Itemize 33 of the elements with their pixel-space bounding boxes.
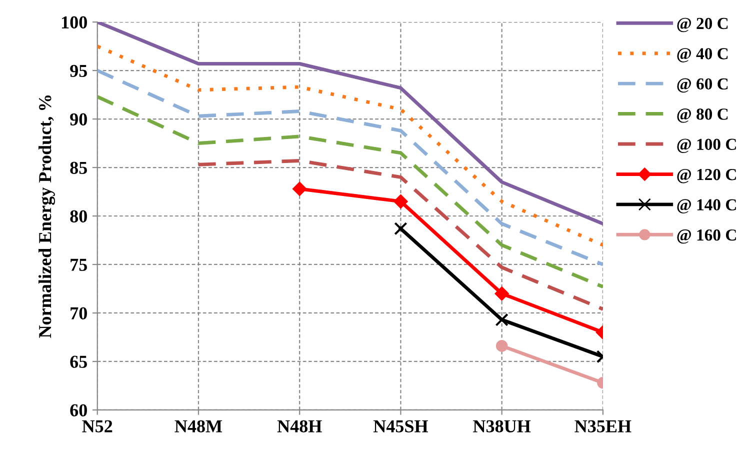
legend-label: @ 20 C [677, 18, 728, 32]
x-tick-label: N48M [174, 420, 222, 432]
y-tick-label: 95 [70, 64, 87, 77]
y-axis-title: Normalized Energy Product, % [38, 95, 56, 338]
line-series [97, 94, 603, 289]
line-series [97, 68, 603, 266]
point [494, 286, 509, 301]
point [292, 182, 307, 196]
y-tick-label: 60 [70, 404, 87, 416]
legend-label: @ 60 C [677, 78, 728, 93]
x-tick-label: N52 [82, 420, 112, 432]
y-tick-label: 75 [70, 258, 87, 271]
legend-label: @ 160 C [677, 229, 736, 244]
x-tick-label: N35EH [574, 420, 632, 432]
point [394, 222, 408, 236]
point [495, 313, 508, 326]
line-series [196, 158, 603, 311]
x-tick-label: N45SH [373, 420, 428, 432]
y-tick-label: 90 [70, 113, 87, 126]
y-tick-label: 80 [70, 210, 87, 222]
point [394, 194, 408, 208]
x-tick-label: N38UH [473, 420, 531, 432]
x-tick-label: N48H [277, 420, 322, 432]
y-tick-label: 70 [70, 307, 87, 320]
legend-label: @ 100 C [677, 138, 736, 153]
y-tick-label: 85 [70, 162, 87, 174]
legend-label: @ 140 C [677, 199, 736, 214]
legend-label: @ 80 C [677, 108, 728, 123]
legend-label: @ 120 C [677, 168, 736, 184]
y-tick-label: 65 [70, 356, 87, 368]
legend-label: @ 40 C [677, 48, 728, 62]
y-tick-label: 100 [62, 16, 87, 28]
line-series [97, 44, 603, 247]
